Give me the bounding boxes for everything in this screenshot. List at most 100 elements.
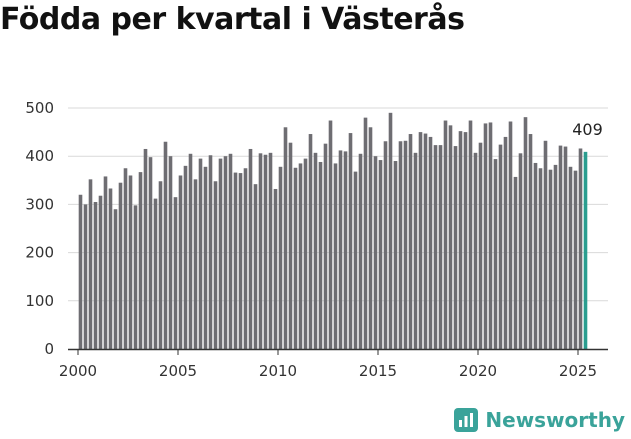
bar [443, 120, 448, 349]
bar [148, 157, 153, 349]
y-tick-label: 0 [44, 340, 54, 358]
bar [433, 145, 438, 349]
x-tick-label: 2025 [559, 362, 597, 380]
bar [263, 154, 268, 349]
bar [298, 163, 303, 349]
y-tick-label: 200 [25, 244, 54, 262]
bar [548, 169, 553, 349]
bar [238, 173, 243, 349]
bar [333, 163, 338, 349]
bar [503, 136, 508, 349]
bar [143, 148, 148, 349]
bar [573, 170, 578, 349]
bar [483, 123, 488, 349]
bar [403, 140, 408, 349]
bar [293, 167, 298, 349]
bar [578, 148, 583, 349]
bar [478, 142, 483, 349]
bar [178, 175, 183, 349]
bar [363, 117, 368, 349]
bar [408, 134, 413, 349]
bar [233, 172, 238, 349]
x-tick-label: 2020 [459, 362, 497, 380]
brand-name: Newsworthy [485, 408, 625, 432]
bar [123, 168, 128, 349]
bar [118, 182, 123, 349]
bar [243, 168, 248, 349]
bar [388, 112, 393, 349]
bar [418, 132, 423, 349]
bar [168, 156, 173, 349]
bar [473, 152, 478, 349]
bar [98, 195, 103, 349]
x-tick-label: 2010 [259, 362, 297, 380]
bar [423, 133, 428, 349]
y-tick-label: 100 [25, 292, 54, 310]
bar [553, 164, 558, 349]
bar [253, 184, 258, 349]
bar [258, 153, 263, 349]
bar [448, 125, 453, 349]
y-tick-label: 300 [25, 195, 54, 213]
bar [78, 194, 83, 349]
x-tick-label: 2015 [359, 362, 397, 380]
bar [413, 152, 418, 349]
bar [508, 121, 513, 349]
bar [308, 134, 313, 349]
bar [368, 127, 373, 349]
bar [288, 142, 293, 349]
bar [543, 140, 548, 349]
bar [198, 158, 203, 349]
bar [228, 153, 233, 349]
page-title: Födda per kvartal i Västerås [0, 2, 465, 37]
bar [93, 201, 98, 349]
bar [338, 150, 343, 349]
bar [273, 188, 278, 349]
bar [108, 188, 113, 349]
bar [493, 159, 498, 349]
bar [328, 120, 333, 349]
bar [568, 166, 573, 349]
bar [358, 153, 363, 349]
bar [213, 181, 218, 349]
bar [158, 181, 163, 349]
bar [113, 209, 118, 349]
bar [163, 141, 168, 349]
brand: Newsworthy [453, 407, 625, 433]
bar [523, 117, 528, 349]
latest-value-label: 409 [572, 120, 603, 139]
bar [438, 145, 443, 349]
bar [373, 156, 378, 349]
bar [138, 172, 143, 349]
bar [428, 136, 433, 349]
bar [383, 141, 388, 349]
bar [528, 134, 533, 349]
bar [223, 156, 228, 349]
bar [248, 148, 253, 349]
bar [458, 131, 463, 349]
bar [208, 155, 213, 349]
bar [378, 160, 383, 349]
bar [393, 161, 398, 349]
bar [533, 162, 538, 349]
bar [318, 161, 323, 349]
bar [348, 133, 353, 349]
bar [128, 175, 133, 349]
bar [498, 144, 503, 349]
bar [538, 168, 543, 349]
axes [68, 348, 608, 355]
bar [278, 166, 283, 349]
bar [218, 158, 223, 349]
bars [78, 112, 588, 350]
x-tick-label: 2005 [159, 362, 197, 380]
bar [563, 146, 568, 349]
bar [88, 179, 93, 349]
x-tick-label: 2000 [59, 362, 97, 380]
labels: 0 100 200 300 400 500 409 2000 2005 2010 2015 2020 2… [25, 99, 602, 380]
bar [183, 165, 188, 349]
bar [133, 205, 138, 349]
y-tick-label: 400 [25, 147, 54, 165]
bar [283, 127, 288, 349]
bar [323, 143, 328, 349]
